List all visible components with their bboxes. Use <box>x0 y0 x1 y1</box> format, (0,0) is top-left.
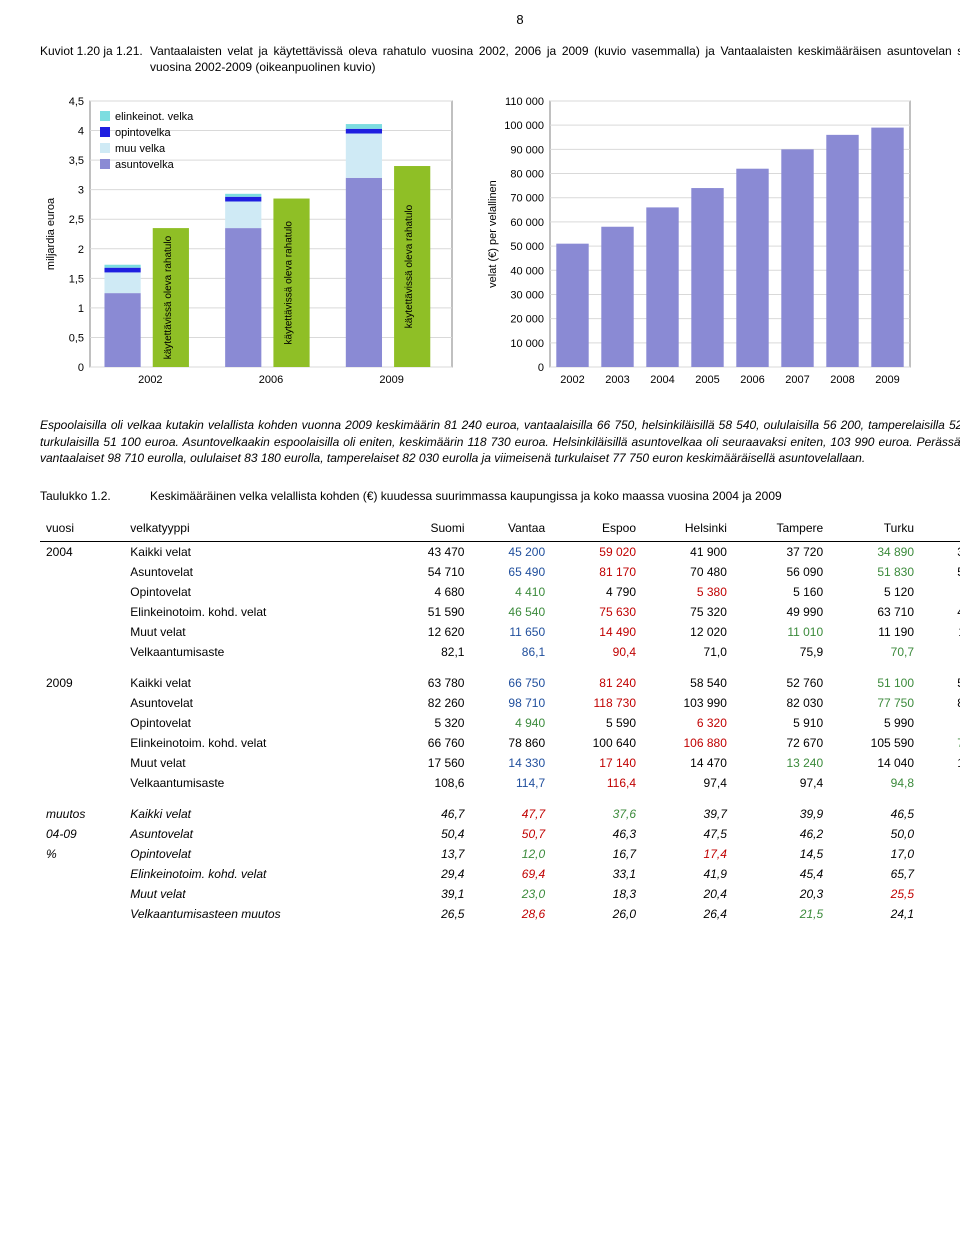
svg-text:2006: 2006 <box>259 374 283 386</box>
svg-text:käytettävissä oleva rahatulo: käytettävissä oleva rahatulo <box>284 221 295 345</box>
table-col-oulu: Oulu <box>920 518 960 542</box>
data-table: vuosivelkatyyppiSuomiVantaaEspooHelsinki… <box>40 518 960 924</box>
svg-text:0,5: 0,5 <box>69 333 84 345</box>
svg-text:2004: 2004 <box>650 374 674 386</box>
svg-text:0: 0 <box>538 362 544 374</box>
svg-text:2,5: 2,5 <box>69 215 84 227</box>
table-row: Elinkeinotoim. kohd. velat66 76078 86010… <box>40 733 960 753</box>
table-row: 04-09Asuntovelat50,450,746,347,546,250,0… <box>40 824 960 844</box>
svg-text:2006: 2006 <box>740 374 764 386</box>
table-col-turku: Turku <box>829 518 920 542</box>
svg-text:70 000: 70 000 <box>510 193 544 205</box>
chart-right: 0 10 000 20 000 30 000 40 000 50 000 60 000 70 … <box>480 93 960 393</box>
table-body: 2004Kaikki velat43 47045 20059 02041 900… <box>40 542 960 925</box>
svg-text:opintovelka: opintovelka <box>115 127 172 139</box>
table-row: Velkaantumisaste108,6114,7116,497,497,49… <box>40 773 960 793</box>
svg-text:60 000: 60 000 <box>510 217 544 229</box>
table-row: Asuntovelat54 71065 49081 17070 48056 09… <box>40 562 960 582</box>
svg-text:2007: 2007 <box>785 374 809 386</box>
svg-text:4: 4 <box>78 126 84 138</box>
table-header-row: vuosivelkatyyppiSuomiVantaaEspooHelsinki… <box>40 518 960 542</box>
table-row: muutosKaikki velat46,747,737,639,739,946… <box>40 793 960 824</box>
svg-text:40 000: 40 000 <box>510 266 544 278</box>
svg-text:20 000: 20 000 <box>510 314 544 326</box>
table-row: Muut velat17 56014 33017 14014 47013 240… <box>40 753 960 773</box>
figure-caption-label: Kuviot 1.20 ja 1.21. <box>40 43 150 75</box>
table-col-helsinki: Helsinki <box>642 518 733 542</box>
svg-text:30 000: 30 000 <box>510 290 544 302</box>
svg-text:2: 2 <box>78 244 84 256</box>
svg-text:3: 3 <box>78 185 84 197</box>
figure-caption: Kuviot 1.20 ja 1.21. Vantaalaisten velat… <box>40 43 960 75</box>
svg-text:käytettävissä oleva rahatulo: käytettävissä oleva rahatulo <box>163 236 174 360</box>
svg-text:4,5: 4,5 <box>69 96 84 108</box>
svg-text:80 000: 80 000 <box>510 169 544 181</box>
svg-text:2003: 2003 <box>605 374 629 386</box>
svg-text:2009: 2009 <box>379 374 403 386</box>
table-row: Opintovelat4 6804 4104 7905 3805 1605 12… <box>40 582 960 602</box>
charts-row: 0 0,5 1 1,5 2 2,5 3 3,5 4 4,5 miljardia euroa käyte… <box>40 93 960 393</box>
svg-text:muu velka: muu velka <box>115 143 166 155</box>
table-col-tampere: Tampere <box>733 518 829 542</box>
table-row: Velkaantumisasteen muutos26,528,626,026,… <box>40 904 960 924</box>
table-row: 2009Kaikki velat63 78066 75081 24058 540… <box>40 662 960 693</box>
table-col-espoo: Espoo <box>551 518 642 542</box>
svg-text:2008: 2008 <box>830 374 854 386</box>
table-row: Elinkeinotoim. kohd. velat29,469,433,141… <box>40 864 960 884</box>
svg-text:3,5: 3,5 <box>69 155 84 167</box>
svg-text:2009: 2009 <box>875 374 899 386</box>
table-row: Asuntovelat82 26098 710118 730103 99082 … <box>40 693 960 713</box>
svg-text:50 000: 50 000 <box>510 241 544 253</box>
svg-text:90 000: 90 000 <box>510 145 544 157</box>
svg-text:2002: 2002 <box>560 374 584 386</box>
svg-text:0: 0 <box>78 362 84 374</box>
table-row: 2004Kaikki velat43 47045 20059 02041 900… <box>40 542 960 563</box>
page-root: 8 Kuviot 1.20 ja 1.21. Vantaalaisten vel… <box>0 0 960 964</box>
table-col-velkatyyppi: velkatyyppi <box>124 518 390 542</box>
svg-text:1,5: 1,5 <box>69 274 84 286</box>
svg-text:2002: 2002 <box>138 374 162 386</box>
table-row: Muut velat39,123,018,320,420,325,521,6 <box>40 884 960 904</box>
table-row: %Opintovelat13,712,016,717,414,517,017,2 <box>40 844 960 864</box>
body-paragraph: Espoolaisilla oli velkaa kutakin velalli… <box>40 417 960 466</box>
table-row: Muut velat12 62011 65014 49012 02011 010… <box>40 622 960 642</box>
table-caption-label: Taulukko 1.2. <box>40 488 150 504</box>
page-number: 8 <box>40 12 960 27</box>
svg-text:1: 1 <box>78 303 84 315</box>
figure-caption-text: Vantaalaisten velat ja käytettävissä ole… <box>150 43 960 75</box>
svg-text:2005: 2005 <box>695 374 719 386</box>
table-col-vuosi: vuosi <box>40 518 124 542</box>
svg-text:elinkeinot. velka: elinkeinot. velka <box>115 111 194 123</box>
svg-text:100 000: 100 000 <box>504 121 544 133</box>
table-col-vantaa: Vantaa <box>470 518 551 542</box>
svg-text:miljardia euroa: miljardia euroa <box>45 197 57 270</box>
table-row: Velkaantumisaste82,186,190,471,075,970,7… <box>40 642 960 662</box>
table-col-suomi: Suomi <box>391 518 471 542</box>
svg-text:käytettävissä oleva rahatulo: käytettävissä oleva rahatulo <box>404 205 415 329</box>
table-caption: Taulukko 1.2. Keskimääräinen velka velal… <box>40 488 960 504</box>
svg-text:velat (€) per velallinen: velat (€) per velallinen <box>487 181 499 289</box>
table-row: Elinkeinotoim. kohd. velat51 59046 54075… <box>40 602 960 622</box>
chart-left: 0 0,5 1 1,5 2 2,5 3 3,5 4 4,5 miljardia euroa käyte… <box>40 93 460 393</box>
svg-text:asuntovelka: asuntovelka <box>115 159 175 171</box>
svg-text:10 000: 10 000 <box>510 338 544 350</box>
svg-text:110 000: 110 000 <box>505 96 544 108</box>
table-caption-text: Keskimääräinen velka velallista kohden (… <box>150 488 960 504</box>
table-row: Opintovelat5 3204 9405 5906 3205 9105 99… <box>40 713 960 733</box>
